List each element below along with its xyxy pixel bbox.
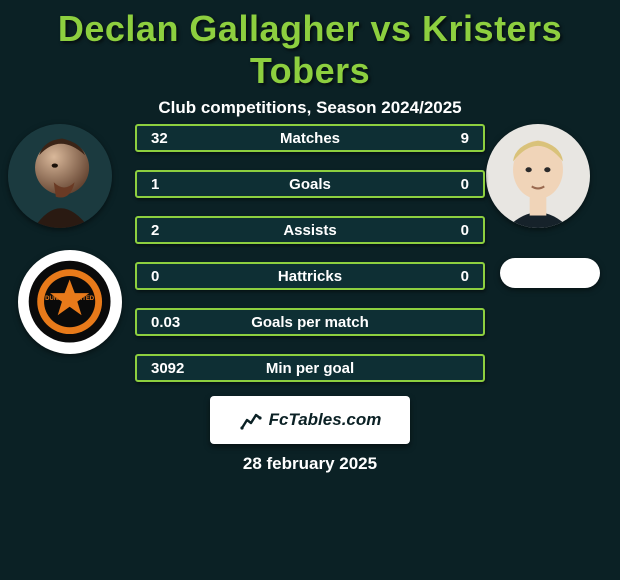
stat-label: Goals per match <box>207 314 413 331</box>
stat-label: Assists <box>207 222 413 239</box>
stat-row: 2Assists0 <box>135 216 485 244</box>
stat-row: 0Hattricks0 <box>135 262 485 290</box>
svg-text:DUNDEE UNITED: DUNDEE UNITED <box>46 296 96 302</box>
stat-value-left: 32 <box>151 130 207 147</box>
club-right-pill <box>500 258 600 288</box>
player-left-avatar <box>8 124 112 228</box>
stat-value-right: 0 <box>413 222 469 239</box>
stat-value-left: 1 <box>151 176 207 193</box>
stats-table: 32Matches91Goals02Assists00Hattricks00.0… <box>135 124 485 400</box>
stat-value-right: 0 <box>413 176 469 193</box>
stat-label: Hattricks <box>207 268 413 285</box>
player-right-avatar <box>486 124 590 228</box>
stat-label: Goals <box>207 176 413 193</box>
brand-badge[interactable]: FcTables.com <box>210 396 410 444</box>
stat-value-left: 3092 <box>151 360 207 377</box>
chart-icon <box>239 408 263 432</box>
stat-label: Matches <box>207 130 413 147</box>
date-label: 28 february 2025 <box>0 454 620 474</box>
subtitle: Club competitions, Season 2024/2025 <box>0 98 620 118</box>
stat-row: 32Matches9 <box>135 124 485 152</box>
stat-row: 3092Min per goal <box>135 354 485 382</box>
stat-value-left: 2 <box>151 222 207 239</box>
brand-label: FcTables.com <box>269 410 382 430</box>
stat-value-right: 9 <box>413 130 469 147</box>
club-left-badge: DUNDEE UNITED <box>18 250 122 354</box>
page-title: Declan Gallagher vs Kristers Tobers <box>0 0 620 92</box>
stat-row: 0.03Goals per match <box>135 308 485 336</box>
stat-label: Min per goal <box>207 360 413 377</box>
stat-value-left: 0 <box>151 268 207 285</box>
stat-value-right: 0 <box>413 268 469 285</box>
stat-row: 1Goals0 <box>135 170 485 198</box>
stat-value-left: 0.03 <box>151 314 207 331</box>
